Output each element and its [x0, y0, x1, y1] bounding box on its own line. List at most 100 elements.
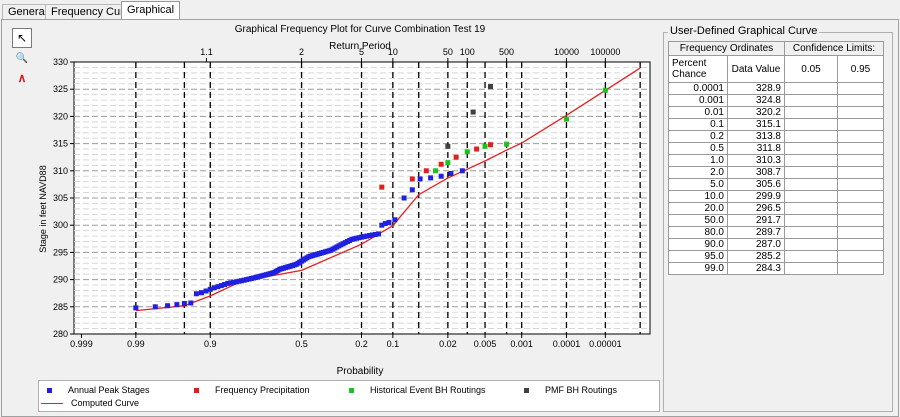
- data-value-cell[interactable]: 284.3: [727, 262, 785, 275]
- annual-peak-stage-point[interactable]: [359, 234, 365, 240]
- frequency-ordinates-table[interactable]: Frequency Ordinates Confidence Limits: P…: [668, 41, 884, 275]
- confidence-limit-cell[interactable]: [837, 106, 884, 119]
- frequency-precipitation-point[interactable]: [474, 146, 480, 152]
- tab-graphical[interactable]: Graphical: [121, 1, 181, 21]
- confidence-limit-cell[interactable]: [837, 130, 884, 143]
- confidence-limit-cell[interactable]: [784, 94, 838, 107]
- confidence-limit-cell[interactable]: [837, 238, 884, 251]
- data-value-cell[interactable]: 305.6: [727, 178, 785, 191]
- percent-chance-cell[interactable]: 0.1: [668, 118, 728, 131]
- confidence-limit-cell[interactable]: [837, 190, 884, 203]
- percent-chance-cell[interactable]: 99.0: [668, 262, 728, 275]
- data-value-cell[interactable]: 311.8: [727, 142, 785, 155]
- percent-chance-cell[interactable]: 90.0: [668, 238, 728, 251]
- annual-peak-stage-point[interactable]: [193, 291, 199, 297]
- confidence-limit-cell[interactable]: [784, 202, 838, 215]
- data-value-cell[interactable]: 310.3: [727, 154, 785, 167]
- frequency-precipitation-point[interactable]: [409, 176, 415, 182]
- confidence-limit-cell[interactable]: [837, 94, 884, 107]
- annual-peak-stage-point[interactable]: [379, 222, 385, 228]
- data-value-cell[interactable]: 296.5: [727, 202, 785, 215]
- percent-chance-cell[interactable]: 0.001: [668, 94, 728, 107]
- pmf-routing-point[interactable]: [470, 109, 476, 115]
- confidence-limit-cell[interactable]: [837, 154, 884, 167]
- confidence-limit-cell[interactable]: [837, 142, 884, 155]
- confidence-limit-cell[interactable]: [784, 130, 838, 143]
- draw-curve-tool-button[interactable]: ∧: [12, 68, 32, 88]
- annual-peak-stage-point[interactable]: [231, 279, 237, 285]
- annual-peak-stage-point[interactable]: [392, 217, 398, 223]
- percent-chance-cell[interactable]: 0.0001: [668, 82, 728, 95]
- annual-peak-stage-point[interactable]: [228, 280, 234, 286]
- table-row[interactable]: 2.0 308.7: [668, 166, 884, 179]
- annual-peak-stage-point[interactable]: [198, 290, 204, 296]
- table-row[interactable]: 90.0 287.0: [668, 238, 884, 251]
- frequency-precipitation-point[interactable]: [453, 154, 459, 160]
- annual-peak-stage-point[interactable]: [428, 175, 434, 181]
- data-value-cell[interactable]: 324.8: [727, 94, 785, 107]
- pmf-routing-point[interactable]: [487, 83, 493, 89]
- annual-peak-stage-point[interactable]: [181, 301, 187, 307]
- confidence-limit-cell[interactable]: [837, 214, 884, 227]
- confidence-limit-cell[interactable]: [784, 226, 838, 239]
- annual-peak-stage-point[interactable]: [165, 303, 171, 309]
- confidence-limit-cell[interactable]: [837, 262, 884, 275]
- data-value-cell[interactable]: 287.0: [727, 238, 785, 251]
- table-row[interactable]: 0.1 315.1: [668, 118, 884, 131]
- confidence-limit-cell[interactable]: [837, 166, 884, 179]
- annual-peak-stage-point[interactable]: [382, 221, 388, 227]
- table-row[interactable]: 80.0 289.7: [668, 226, 884, 239]
- annual-peak-stage-point[interactable]: [203, 288, 209, 294]
- confidence-limit-cell[interactable]: [837, 226, 884, 239]
- confidence-limit-cell[interactable]: [784, 154, 838, 167]
- percent-chance-cell[interactable]: 2.0: [668, 166, 728, 179]
- data-value-cell[interactable]: 289.7: [727, 226, 785, 239]
- annual-peak-stage-point[interactable]: [376, 231, 382, 237]
- data-value-cell[interactable]: 308.7: [727, 166, 785, 179]
- historical-event-point[interactable]: [504, 141, 510, 147]
- data-value-cell[interactable]: 291.7: [727, 214, 785, 227]
- annual-peak-stage-point[interactable]: [409, 187, 415, 193]
- confidence-limit-cell[interactable]: [784, 238, 838, 251]
- annual-peak-stage-point[interactable]: [372, 231, 378, 237]
- annual-peak-stage-point[interactable]: [215, 284, 221, 290]
- annual-peak-stage-point[interactable]: [417, 176, 423, 182]
- confidence-limit-cell[interactable]: [837, 178, 884, 191]
- historical-event-point[interactable]: [445, 160, 451, 166]
- annual-peak-stage-point[interactable]: [236, 278, 242, 284]
- annual-peak-stage-point[interactable]: [222, 281, 228, 287]
- percent-chance-cell[interactable]: 50.0: [668, 214, 728, 227]
- percent-chance-cell[interactable]: 1.0: [668, 154, 728, 167]
- frequency-precipitation-point[interactable]: [379, 184, 385, 190]
- data-value-cell[interactable]: 285.2: [727, 250, 785, 263]
- annual-peak-stage-point[interactable]: [459, 168, 465, 174]
- confidence-limit-cell[interactable]: [784, 214, 838, 227]
- table-row[interactable]: 99.0 284.3: [668, 262, 884, 275]
- frequency-plot[interactable]: Graphical Frequency Plot for Curve Combi…: [38, 22, 658, 412]
- annual-peak-stage-point[interactable]: [152, 304, 158, 310]
- confidence-limit-cell[interactable]: [784, 166, 838, 179]
- annual-peak-stage-point[interactable]: [174, 302, 180, 308]
- table-row[interactable]: 5.0 305.6: [668, 178, 884, 191]
- table-row[interactable]: 0.0001 328.9: [668, 82, 884, 95]
- historical-event-point[interactable]: [464, 149, 470, 155]
- frequency-precipitation-point[interactable]: [423, 168, 429, 174]
- annual-peak-stage-point[interactable]: [401, 195, 407, 201]
- annual-peak-stage-point[interactable]: [364, 233, 370, 239]
- annual-peak-stage-point[interactable]: [188, 300, 194, 306]
- annual-peak-stage-point[interactable]: [386, 219, 392, 225]
- confidence-limit-cell[interactable]: [784, 262, 838, 275]
- percent-chance-cell[interactable]: 20.0: [668, 202, 728, 215]
- confidence-limit-cell[interactable]: [784, 106, 838, 119]
- confidence-limit-cell[interactable]: [837, 202, 884, 215]
- data-value-cell[interactable]: 315.1: [727, 118, 785, 131]
- confidence-limit-cell[interactable]: [837, 250, 884, 263]
- table-row[interactable]: 50.0 291.7: [668, 214, 884, 227]
- table-row[interactable]: 20.0 296.5: [668, 202, 884, 215]
- frequency-precipitation-point[interactable]: [438, 161, 444, 167]
- percent-chance-cell[interactable]: 10.0: [668, 190, 728, 203]
- percent-chance-cell[interactable]: 5.0: [668, 178, 728, 191]
- annual-peak-stage-point[interactable]: [239, 278, 245, 284]
- annual-peak-stage-point[interactable]: [369, 232, 375, 238]
- annual-peak-stage-point[interactable]: [367, 233, 373, 239]
